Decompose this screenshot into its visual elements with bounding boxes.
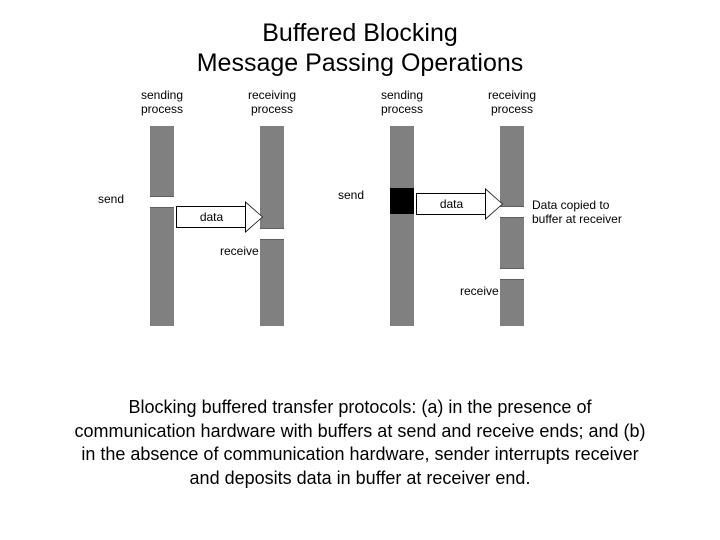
arrow-b-body: data — [416, 193, 486, 215]
label-data-copied: Data copied to buffer at receiver — [532, 198, 622, 226]
page-title: Buffered Blocking Message Passing Operat… — [0, 0, 720, 78]
col-label-a-send: sending process — [130, 88, 194, 117]
arrow-a-label: data — [200, 210, 223, 224]
gap-b-send-black — [390, 188, 414, 214]
arrow-a-body: data — [176, 206, 246, 228]
caption-text: Blocking buffered transfer protocols: (a… — [0, 396, 720, 490]
diagram-area: sending process receiving process sendin… — [90, 88, 650, 348]
col-label-b-send: sending process — [370, 88, 434, 117]
bar-a-recv — [260, 126, 284, 326]
gap-b-recv1 — [500, 206, 524, 218]
arrow-b-head — [485, 188, 503, 220]
label-send-a: send — [98, 192, 124, 206]
bar-b-send — [390, 126, 414, 326]
bar-a-send — [150, 126, 174, 326]
arrow-a-head — [245, 201, 263, 233]
col-label-a-recv: receiving process — [240, 88, 304, 117]
arrow-b-label: data — [440, 197, 463, 211]
gap-a-recv — [260, 228, 284, 240]
gap-a-send — [150, 196, 174, 208]
title-line2: Message Passing Operations — [197, 49, 524, 77]
label-receive-a: receive — [220, 244, 259, 258]
title-line1: Buffered Blocking — [262, 19, 458, 47]
bar-b-recv — [500, 126, 524, 326]
gap-b-recv2 — [500, 268, 524, 280]
col-label-b-recv: receiving process — [480, 88, 544, 117]
label-receive-b: receive — [460, 284, 499, 298]
label-send-b: send — [338, 188, 364, 202]
